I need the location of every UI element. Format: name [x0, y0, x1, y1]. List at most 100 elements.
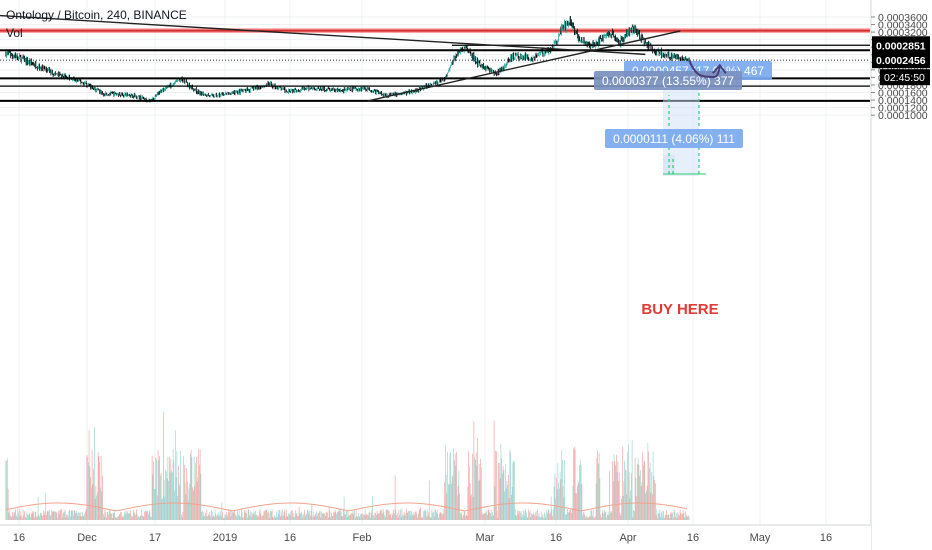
volume-bar — [438, 517, 439, 520]
trendline[interactable] — [0, 14, 646, 56]
volume-bar — [245, 510, 247, 520]
volume-bar — [191, 457, 193, 520]
volume-bar — [489, 512, 490, 520]
volume-bar — [281, 515, 283, 520]
volume-bar — [524, 510, 526, 520]
volume-bar — [669, 517, 670, 520]
volume-bar — [454, 453, 456, 520]
volume-bar — [376, 510, 378, 520]
volume-bar — [289, 515, 291, 520]
volume-bar — [303, 514, 304, 520]
volume-bar — [85, 509, 87, 520]
volume-bar — [560, 479, 562, 520]
volume-bar — [673, 517, 674, 520]
volume-bar — [478, 481, 479, 520]
volume-bar — [415, 511, 417, 520]
volume-bar — [361, 513, 362, 520]
volume-bar — [196, 481, 198, 520]
volume-bar — [316, 510, 317, 520]
marked-level-label: 0.0002851 — [876, 40, 926, 52]
volume-bar — [385, 517, 386, 520]
price-tick-label: 0.0001200 — [878, 103, 928, 115]
volume-bar — [383, 512, 385, 520]
volume-bar — [223, 517, 224, 520]
volume-bar — [64, 509, 66, 520]
volume-bar — [598, 453, 600, 520]
volume-bar — [602, 510, 604, 520]
volume-bar — [295, 510, 296, 520]
volume-bar — [117, 516, 118, 520]
trendline[interactable] — [367, 30, 681, 102]
volume-bar — [519, 511, 520, 520]
volume-bar — [419, 509, 421, 520]
volume-bar — [130, 510, 131, 520]
volume-bar — [607, 512, 609, 520]
volume-bar — [529, 512, 530, 520]
volume-bar — [160, 473, 162, 520]
volume-bar — [127, 511, 128, 520]
volume-bar — [555, 498, 556, 520]
volume-bar — [246, 513, 247, 520]
resistance-zone[interactable] — [0, 28, 870, 33]
volume-bar — [410, 510, 412, 520]
current-price-label: 0.0002456 — [876, 55, 926, 67]
volume-bar — [567, 509, 568, 520]
volume-bar — [649, 462, 651, 520]
volume-bar — [610, 512, 611, 520]
volume-bar — [148, 510, 150, 520]
volume-bar — [95, 486, 97, 520]
volume-bar — [88, 429, 90, 520]
volume-bar — [118, 514, 120, 520]
volume-bar — [508, 498, 510, 520]
volume-bar — [488, 510, 490, 520]
volume-bar — [19, 515, 21, 520]
volume-bar — [123, 516, 124, 520]
measure-label-box[interactable] — [605, 129, 743, 148]
volume-bar — [379, 513, 380, 520]
volume-bar — [227, 514, 229, 520]
time-tick-label: 16 — [550, 532, 562, 544]
volume-bar — [443, 513, 445, 520]
volume-bar — [307, 510, 309, 520]
time-tick-label: Apr — [619, 532, 636, 544]
volume-bar — [653, 475, 655, 520]
price-axis[interactable]: 0.00036000.00034000.00032000.00030000.00… — [870, 0, 930, 550]
volume-bar — [670, 513, 671, 520]
volume-bar — [464, 511, 466, 520]
countdown-label: 02:45:50 — [884, 72, 925, 84]
current-price-badge[interactable] — [872, 51, 930, 69]
volume-bar — [561, 449, 562, 520]
projection-path[interactable] — [688, 59, 727, 79]
volume-bar — [445, 475, 447, 520]
volume-bar — [665, 514, 667, 520]
volume-bar — [301, 514, 303, 520]
volume-bar — [163, 412, 164, 520]
volume-bar — [215, 513, 217, 520]
volume-bar — [564, 459, 565, 520]
volume-bar — [601, 517, 602, 520]
volume-bar — [367, 515, 369, 520]
volume-bar — [302, 517, 304, 520]
marked-level-badge[interactable] — [872, 36, 930, 54]
volume-bar — [393, 509, 394, 520]
volume-bar — [622, 446, 623, 520]
volume-bar — [358, 515, 360, 520]
volume-bar — [531, 513, 532, 520]
volume-bar — [274, 515, 275, 520]
volume-bar — [496, 510, 498, 520]
trendlines[interactable] — [0, 14, 681, 102]
volume-bar — [490, 513, 491, 520]
projected-path[interactable] — [688, 59, 721, 79]
volume-bar — [652, 451, 654, 520]
time-axis[interactable]: 16 Dec 17 2019 16 Feb Mar 16 Apr 16 May 16 — [0, 524, 871, 550]
volume-bar — [216, 516, 217, 520]
volume-bar — [442, 509, 444, 520]
volume-bar — [238, 509, 240, 520]
volume-bar — [274, 517, 276, 520]
volume-bar — [431, 509, 433, 520]
volume-bar — [389, 514, 391, 520]
volume-bar — [466, 514, 467, 520]
volume-bar — [436, 509, 438, 520]
